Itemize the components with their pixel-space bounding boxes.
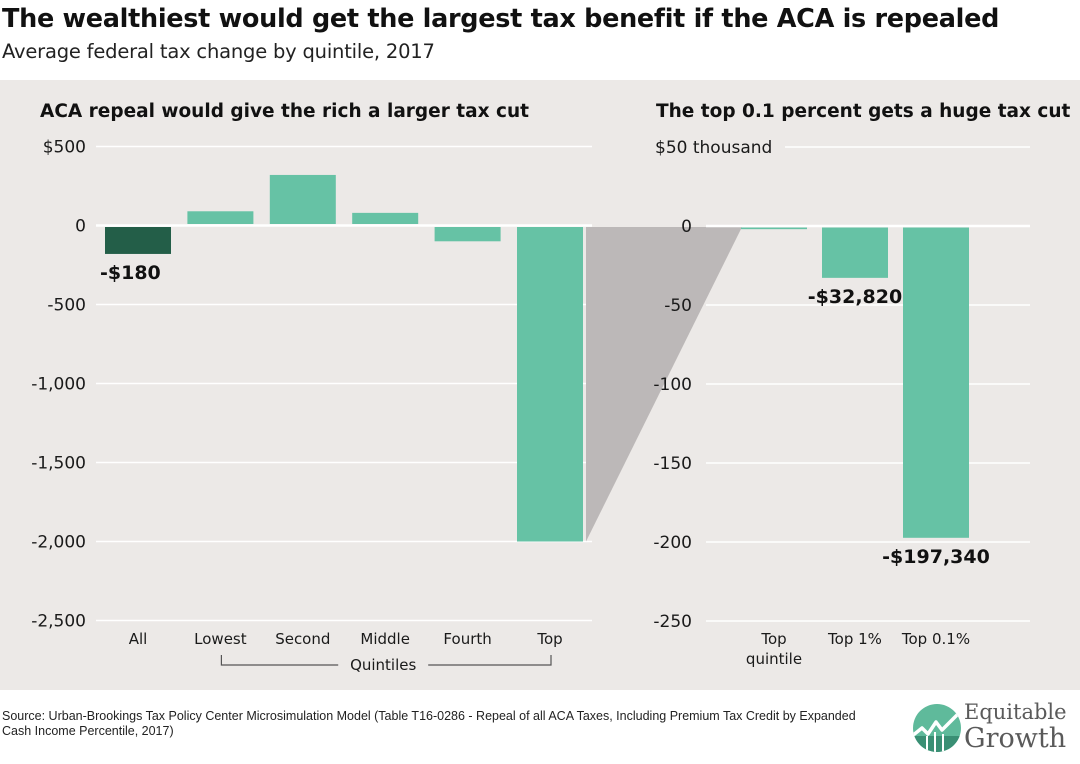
y-tick-label: -500: [47, 296, 86, 316]
left-bars: [105, 174, 583, 542]
left-y-axis-ticks: $500 0 -500 -1,000 -1,500 -2,000 -2,500: [31, 138, 86, 632]
y-tick-label: $500: [43, 138, 86, 158]
bracket-left-line: [220, 655, 339, 666]
bar-second: [269, 174, 336, 224]
chart-title: The wealthiest would get the largest tax…: [2, 4, 1000, 34]
category-label: Second: [275, 630, 330, 648]
logo-wordmark: Equitable Growth: [964, 700, 1067, 753]
data-label: -$197,340: [882, 546, 990, 568]
category-label: Fourth: [443, 630, 491, 648]
category-label: Top 1%: [827, 630, 882, 648]
left-chart-title: ACA repeal would give the rich a larger …: [40, 101, 529, 122]
category-label: Top 0.1%: [901, 630, 970, 648]
category-label: Middle: [360, 630, 410, 648]
chart-panel: ACA repeal would give the rich a larger …: [0, 80, 1080, 690]
chart-subtitle: Average federal tax change by quintile, …: [2, 40, 435, 63]
y-tick-label: $50 thousand: [655, 138, 772, 158]
right-gridlines: [706, 146, 1030, 622]
growth-chart-logo-icon: [913, 704, 961, 752]
category-label: quintile: [746, 650, 802, 668]
left-data-labels: -$180: [100, 262, 161, 284]
category-label: Top: [536, 630, 562, 648]
bar-top-quintile: [741, 227, 807, 230]
y-tick-label: 0: [681, 217, 692, 237]
zoom-connector-shape: [586, 227, 742, 542]
y-tick-label: -1,000: [31, 375, 86, 395]
data-label: -$32,820: [808, 286, 902, 308]
y-tick-label: 0: [75, 217, 86, 237]
bar-fourth: [434, 227, 501, 242]
chart-svg: ACA repeal would give the rich a larger …: [31, 101, 1071, 674]
bar-top: [517, 227, 583, 542]
y-tick-label: -50: [664, 296, 692, 316]
category-label: All: [129, 630, 148, 648]
bar-middle: [352, 212, 419, 224]
right-bars: [741, 227, 969, 538]
quintiles-bracket: Quintiles: [220, 655, 552, 674]
bar-top-0-1-: [903, 227, 969, 538]
y-tick-label: -150: [653, 454, 692, 474]
left-category-labels: All Lowest Second Middle Fourth Top: [129, 630, 563, 648]
right-category-labels: Top quintile Top 1% Top 0.1%: [746, 630, 970, 668]
bar-lowest: [187, 211, 254, 224]
y-tick-label: -1,500: [31, 454, 86, 474]
y-tick-label: -200: [653, 533, 692, 553]
logo-line-1: Equitable: [964, 700, 1067, 724]
right-data-labels: -$32,820 -$197,340: [808, 286, 990, 568]
right-chart-title: The top 0.1 percent gets a huge tax cut: [656, 101, 1071, 122]
data-label: -$180: [100, 262, 161, 284]
category-label: Top: [760, 630, 786, 648]
y-tick-label: -2,000: [31, 533, 86, 553]
y-tick-label: -250: [653, 612, 692, 632]
y-tick-label: -100: [653, 375, 692, 395]
bracket-right-line: [428, 655, 552, 666]
left-gridlines: [96, 145, 592, 622]
logo-line-2: Growth: [964, 723, 1067, 754]
equitable-growth-logo: Equitable Growth: [912, 698, 1080, 758]
bar-all: [105, 227, 171, 254]
source-note: Source: Urban-Brookings Tax Policy Cente…: [2, 709, 856, 738]
y-tick-label: -2,500: [31, 612, 86, 632]
bar-top-1-: [822, 227, 888, 278]
right-y-axis-ticks: $50 thousand 0 -50 -100 -150 -200 -250: [653, 138, 772, 632]
category-label: Lowest: [194, 630, 247, 648]
quintiles-label: Quintiles: [350, 656, 416, 674]
